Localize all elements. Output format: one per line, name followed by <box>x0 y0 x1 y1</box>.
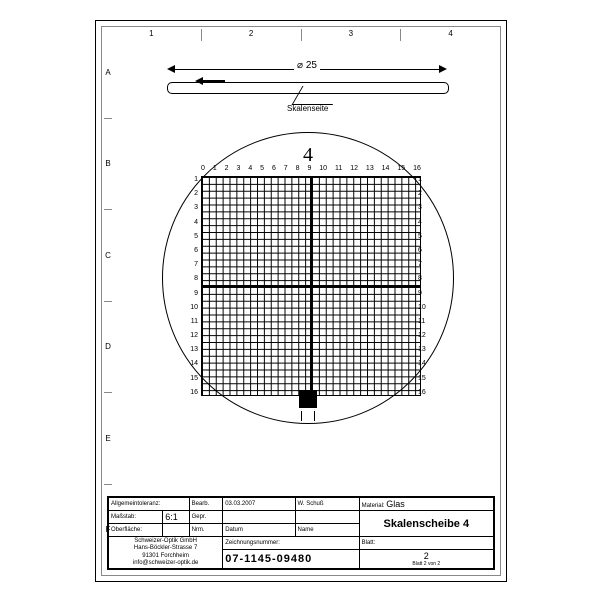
axis-tick: 12 <box>190 332 198 339</box>
axis-tick: 1 <box>190 176 198 183</box>
axis-left: 12345678910111213141516 <box>190 176 198 396</box>
name-hdr: Name <box>295 524 359 537</box>
sheet-label: Blatt: <box>359 537 493 550</box>
gepr-label: Gepr. <box>189 511 223 524</box>
axis-tick: 6 <box>190 247 198 254</box>
dwgno-label: Zeichnungsnummer: <box>223 537 359 550</box>
axis-tick: 15 <box>190 375 198 382</box>
diameter-dimension: ⌀ 25 <box>167 62 447 77</box>
scale-label: Maßstab: <box>109 511 163 524</box>
axis-tick: 6 <box>272 165 276 172</box>
title-block: Allgemeintoleranz: Bearb. 03.03.2007 W. … <box>107 496 495 570</box>
reticle-number: 4 <box>303 144 313 167</box>
axis-tick: 12 <box>350 165 358 172</box>
axis-tick: 16 <box>413 165 421 172</box>
axis-tick: 11 <box>335 165 342 172</box>
axis-tick: 1 <box>213 165 217 172</box>
norm-label: Nrm. <box>189 524 223 537</box>
axis-tick: 8 <box>296 165 300 172</box>
row-marker: E <box>104 392 112 484</box>
reticle-circle: 4 012345678910111213141516 1234567891011… <box>162 132 454 424</box>
measurement-grid <box>201 176 421 396</box>
col-marker: 4 <box>400 29 500 41</box>
sheet-no: 2 <box>362 551 491 561</box>
axis-tick: 9 <box>190 290 198 297</box>
column-markers: 1234 <box>102 29 500 41</box>
row-marker: A <box>104 27 112 118</box>
axis-tick: 14 <box>190 360 198 367</box>
axis-tick: 14 <box>382 165 390 172</box>
axis-tick: 5 <box>260 165 264 172</box>
axis-tick: 7 <box>190 261 198 268</box>
author: W. Schuß <box>295 498 359 511</box>
axis-tick: 8 <box>190 275 198 282</box>
axis-tick: 16 <box>190 389 198 396</box>
row-markers: ABCDEF <box>104 27 112 575</box>
drawing-title: Skalenscheibe 4 <box>359 511 493 537</box>
axis-tick: 7 <box>284 165 288 172</box>
axis-tick: 4 <box>190 219 198 226</box>
axis-tick: 11 <box>190 318 198 325</box>
axis-tick: 10 <box>319 165 327 172</box>
axis-tick: 13 <box>366 165 374 172</box>
axis-tick: 2 <box>225 165 229 172</box>
drawing-frame: 1234 ABCDEF ⌀ 25 Skalenseite 4 012345678… <box>95 20 507 582</box>
leader-text: Skalenseite <box>287 104 328 113</box>
tolerance-label: Allgemeintoleranz: <box>109 498 190 511</box>
col-marker: 2 <box>201 29 301 41</box>
axis-tick: 3 <box>190 204 198 211</box>
row-marker: D <box>104 301 112 393</box>
axis-tick: 5 <box>190 233 198 240</box>
index-square <box>299 390 317 408</box>
side-view: ⌀ 25 Skalenseite <box>167 62 447 112</box>
material: Glas <box>386 499 405 509</box>
row-marker: C <box>104 209 112 301</box>
company-address: Schweizer-Optik GmbH Hans-Böckler-Strass… <box>109 537 223 569</box>
axis-tick: 2 <box>190 190 198 197</box>
notch <box>301 411 315 421</box>
diameter-label: ⌀ 25 <box>294 60 320 71</box>
axis-tick: 15 <box>397 165 405 172</box>
inner-frame: 1234 ABCDEF ⌀ 25 Skalenseite 4 012345678… <box>101 26 501 576</box>
axis-tick: 9 <box>307 165 311 172</box>
drawing-number: 07-1145-09480 <box>223 550 359 569</box>
axis-tick: 0 <box>201 165 205 172</box>
sheet-of: Blatt 2 von 2 <box>362 561 491 567</box>
col-marker: 1 <box>102 29 201 41</box>
date-hdr: Datum <box>223 524 295 537</box>
axis-tick: 3 <box>236 165 240 172</box>
scale: 6:1 <box>163 511 189 524</box>
axis-top: 012345678910111213141516 <box>201 165 421 172</box>
date: 03.03.2007 <box>223 498 295 511</box>
material-label: Material: <box>362 503 385 509</box>
axis-tick: 10 <box>190 304 198 311</box>
bearb-label: Bearb. <box>189 498 223 511</box>
axis-tick: 4 <box>248 165 252 172</box>
row-marker: B <box>104 118 112 210</box>
axis-tick: 13 <box>190 346 198 353</box>
surface-label: Oberfläche: <box>109 524 163 537</box>
col-marker: 3 <box>301 29 401 41</box>
